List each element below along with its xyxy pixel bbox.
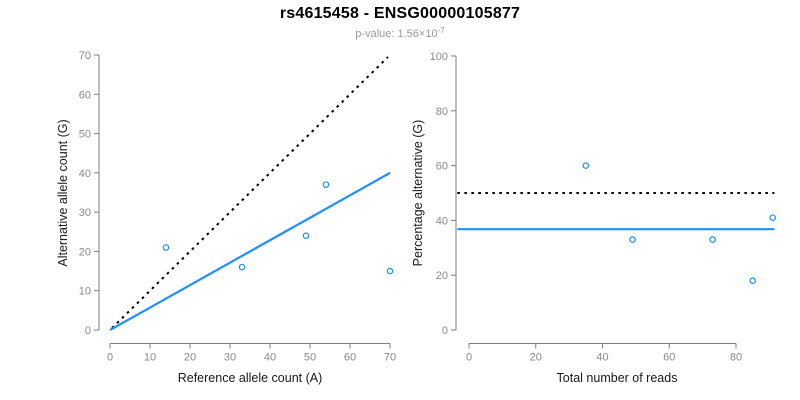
pvalue-text: p-value: 1.56×10 — [355, 28, 438, 40]
x-tick-label: 60 — [663, 352, 675, 364]
x-tick-label: 50 — [304, 352, 316, 364]
data-point — [629, 236, 636, 243]
y-tick-label: 0 — [85, 325, 91, 337]
data-point — [709, 236, 716, 243]
data-point — [322, 181, 330, 188]
fit-line — [109, 171, 391, 331]
y-axis-title: Alternative allele count (G) — [56, 119, 70, 266]
y-tick-label: 50 — [79, 129, 91, 141]
y-tick-label: 70 — [79, 50, 91, 62]
x-axis-title: Total number of reads — [557, 371, 678, 385]
data-point — [582, 162, 590, 169]
pvalue-exponent: -7 — [437, 26, 445, 35]
data-point — [749, 277, 756, 284]
x-tick-label: 0 — [466, 352, 472, 364]
x-tick-label: 20 — [184, 352, 196, 364]
y-tick-label: 60 — [436, 161, 448, 173]
right-scatter-plot: 0 20 40 60 80 100 0 20 40 60 80 Total number of rea… — [411, 51, 777, 385]
y-tick-label: 80 — [436, 106, 448, 118]
y-tick-label: 40 — [436, 215, 448, 227]
page-title: rs4615458 - ENSG00000105877 — [279, 5, 521, 22]
y-tick-label: 20 — [79, 246, 91, 258]
y-tick-label: 100 — [430, 51, 448, 63]
y-axis-title: Percentage alternative (G) — [411, 120, 425, 267]
y-tick-label: 60 — [79, 89, 91, 101]
x-tick-label: 70 — [384, 352, 396, 364]
data-point — [386, 267, 394, 275]
x-tick-label: 40 — [596, 352, 608, 364]
left-scatter-plot: 0 10 20 30 40 50 60 70 0 10 20 30 40 50 60 70 Reference … — [56, 50, 396, 385]
y-tick-label: 40 — [79, 168, 91, 180]
x-tick-label: 0 — [107, 352, 113, 364]
x-axis-title: Reference allele count (A) — [178, 371, 323, 385]
x-tick-label: 60 — [344, 352, 356, 364]
y-tick-label: 20 — [436, 270, 448, 282]
y-tick-label: 10 — [79, 286, 91, 298]
data-point — [769, 214, 777, 221]
data-point — [302, 232, 310, 240]
x-tick-label: 80 — [730, 352, 742, 364]
y-tick-label: 0 — [442, 325, 448, 337]
pvalue-subtitle: p-value: 1.56×10-7 — [0, 26, 800, 40]
identity-line — [111, 56, 389, 329]
y-tick-label: 30 — [79, 207, 91, 219]
x-tick-label: 40 — [264, 352, 276, 364]
x-tick-label: 20 — [530, 352, 542, 364]
data-point — [238, 263, 246, 271]
data-point — [162, 244, 170, 251]
x-tick-label: 10 — [144, 352, 156, 364]
x-tick-label: 30 — [224, 352, 236, 364]
